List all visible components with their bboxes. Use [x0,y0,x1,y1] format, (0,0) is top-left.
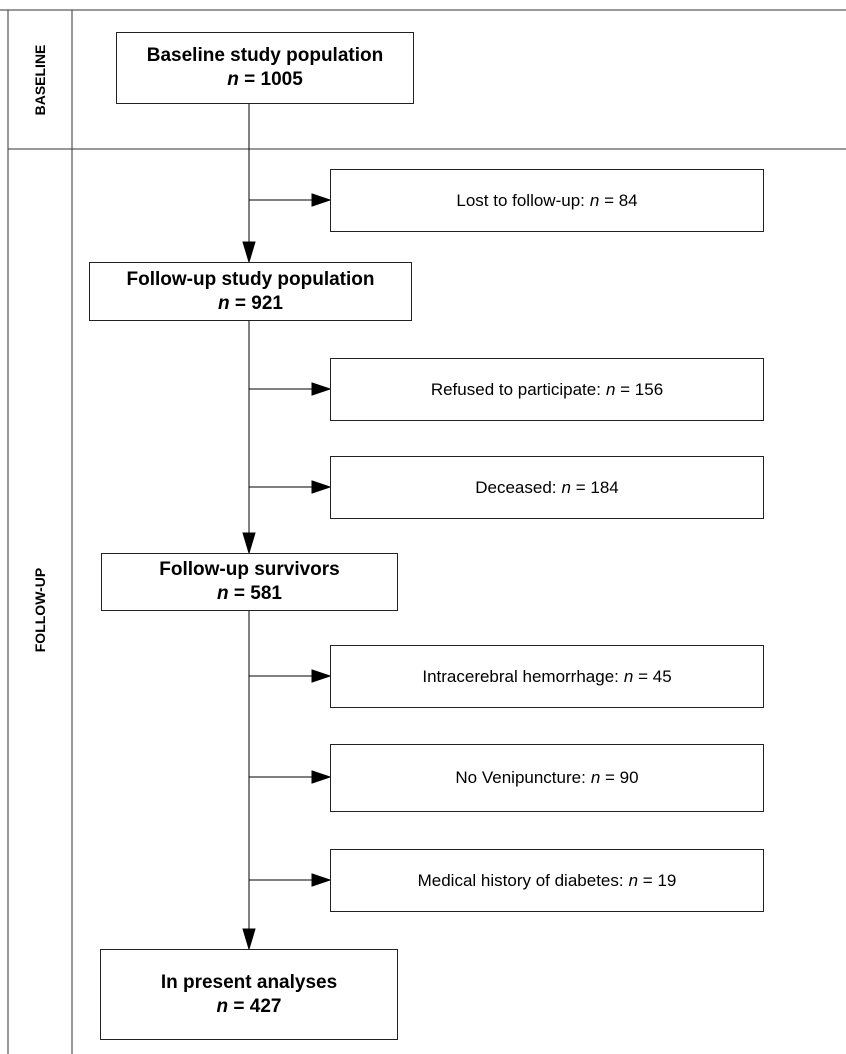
main-box: Follow-up study population n = 921 [89,262,412,321]
arrowhead [311,480,332,494]
exclusion-box: No Venipuncture: n = 90 [330,744,764,812]
arrowhead [242,241,256,264]
section-label: BASELINE [32,44,48,116]
arrowhead [311,873,332,887]
exclusion-label: Deceased: [475,477,557,497]
exclusion-box: Deceased: n = 184 [330,456,764,519]
exclusion-count: n = 19 [628,870,677,890]
section-label: FOLLOW-UP [32,567,48,653]
exclusion-box: Lost to follow-up: n = 84 [330,169,764,232]
box-count: n = 427 [216,995,282,1017]
exclusion-label: Intracerebral hemorrhage: [422,666,619,686]
arrowhead [311,669,332,683]
arrowhead [311,382,332,396]
exclusion-label: Medical history of diabetes: [417,870,624,890]
exclusion-count: n = 184 [561,477,619,497]
exclusion-count: n = 156 [605,379,664,399]
box-count: n = 921 [218,292,283,314]
main-box: Baseline study population n = 1005 [116,32,414,104]
box-title: In present analyses [160,971,338,993]
main-box: Follow-up survivors n = 581 [101,553,398,611]
box-count: n = 581 [217,583,282,604]
exclusion-count: n = 90 [590,768,639,787]
arrowhead [311,770,332,784]
exclusion-count: n = 45 [623,666,672,686]
box-title: Follow-up study population [126,268,375,290]
exclusion-label: Refused to participate: [430,379,601,399]
exclusion-box: Intracerebral hemorrhage: n = 45 [330,645,764,708]
exclusion-label: Lost to follow-up: [456,190,585,210]
exclusion-box: Refused to participate: n = 156 [330,358,764,421]
exclusion-label: No Venipuncture: [455,768,586,787]
arrowhead [311,193,332,207]
box-title: Follow-up survivors [159,559,340,580]
main-box: In present analyses n = 427 [100,949,398,1040]
arrowhead [242,928,256,951]
arrowhead [242,532,256,555]
exclusion-count: n = 84 [589,190,638,210]
box-count: n = 1005 [227,69,303,90]
box-title: Baseline study population [146,45,384,66]
exclusion-box: Medical history of diabetes: n = 19 [330,849,764,912]
